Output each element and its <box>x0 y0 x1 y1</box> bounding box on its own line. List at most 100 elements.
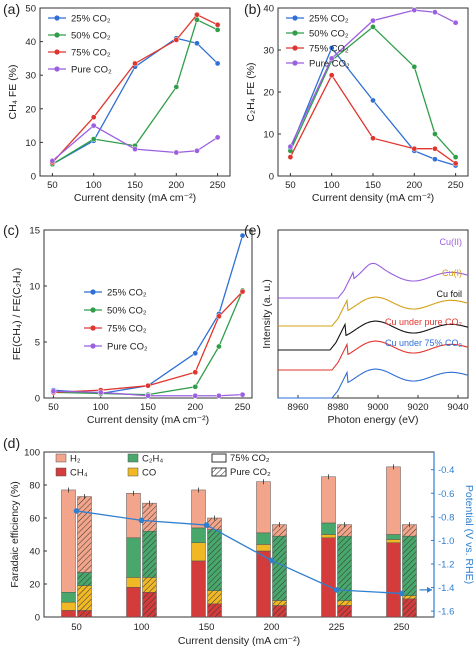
curve-label: Cu under 75% CO₂ <box>385 338 463 348</box>
x-tick-label: 225 <box>329 622 345 633</box>
bar-segment-75 <box>61 592 76 603</box>
x-tick-label: 200 <box>406 180 422 191</box>
data-point <box>216 343 222 350</box>
legend-swatch <box>127 467 139 477</box>
panel-d-faradaic-efficiency: 0 20 40 60 80 100 -0.4 -0.6 -0.8 -1.0 -1.2 -1.4 -1.6… <box>9 448 474 648</box>
data-point <box>432 9 438 16</box>
data-point <box>214 134 221 141</box>
y-tick-label: 30 <box>25 71 36 82</box>
series-line <box>52 37 219 165</box>
curve-label: Cu foil <box>436 289 462 299</box>
plot-frame <box>277 7 469 177</box>
bar-segment-75 <box>256 550 271 618</box>
y-axis-label: CH₄ FE (%) <box>7 64 19 119</box>
data-point <box>239 288 246 295</box>
data-point <box>328 55 335 62</box>
panel-label-e: (e) <box>244 222 261 238</box>
data-point <box>173 37 180 43</box>
potential-point <box>268 557 275 564</box>
y-tick-label: 50 <box>25 4 36 15</box>
y-tick-label: 0 <box>31 172 36 183</box>
bar-segment-pure <box>77 496 92 573</box>
spectrum-curve <box>278 340 469 371</box>
data-point <box>145 382 151 389</box>
data-point <box>49 158 56 164</box>
potential-point <box>73 508 80 514</box>
legend-label: 50% CO₂ <box>309 29 349 40</box>
x-tick-label: 200 <box>168 180 184 191</box>
series-line <box>289 9 456 147</box>
legend-label: Pure CO₂ <box>71 65 112 76</box>
y-tick-label: 0 <box>35 613 40 624</box>
series-line <box>52 18 218 165</box>
x-tick-label: 200 <box>264 622 280 633</box>
data-point <box>192 350 199 357</box>
bar-segment-75 <box>386 539 401 544</box>
bar-segment-pure <box>207 590 222 605</box>
data-point <box>432 145 438 152</box>
bar-segment-pure <box>402 595 417 600</box>
y2-tick-label: -1.0 <box>438 536 454 547</box>
data-point <box>239 391 246 398</box>
y2-tick-label: -1.4 <box>438 583 454 594</box>
legend-marker <box>54 15 60 21</box>
curve-label: Cu(I) <box>442 268 462 278</box>
legend-swatch <box>55 453 67 463</box>
y2-tick-label: -0.6 <box>438 489 454 500</box>
legend-swatch <box>127 453 139 463</box>
y-tick-label: 10 <box>263 130 274 141</box>
y2-tick-label: -0.8 <box>438 512 454 523</box>
x-axis-label: Current density (mA cm⁻²) <box>178 635 300 647</box>
legend-swatch <box>55 467 67 477</box>
y-axis-label: FE(CH₄) / FE(C₂H₄) <box>11 268 23 361</box>
x-tick-label: 50 <box>48 402 59 413</box>
curve-label: Cu under pure CO₂ <box>385 317 463 327</box>
data-point <box>370 135 376 142</box>
data-point <box>328 72 335 79</box>
data-point <box>132 146 138 152</box>
data-point <box>214 26 221 33</box>
legend-label: H₂ <box>70 454 81 465</box>
panel-a-ch4-fe: 50 100 150 200 250 0 10 20 30 40 50 Current density… <box>7 4 231 204</box>
data-point <box>192 383 199 390</box>
bar-segment-pure <box>272 600 287 606</box>
y-tick-label: 10 <box>25 138 36 149</box>
bar-segment-pure <box>337 605 352 618</box>
panel-label-b: (b) <box>244 1 261 17</box>
bar-segment-75 <box>61 601 76 611</box>
series-line <box>289 26 457 158</box>
series-line <box>51 13 218 163</box>
potential-point <box>203 522 210 528</box>
data-point <box>370 97 376 104</box>
legend-label: 75% CO₂ <box>309 44 349 55</box>
data-point <box>192 369 199 376</box>
potential-point <box>333 587 340 593</box>
panel-c-fe-ratio: 50 100 150 200 250 0 5 10 15 Current density (mA … <box>11 226 253 426</box>
legend-marker <box>292 30 298 36</box>
x-axis-label: Current density (mA cm⁻²) <box>74 192 196 204</box>
bar-segment-75 <box>321 537 336 618</box>
y-tick-label: 0 <box>269 172 274 183</box>
bar-segment-75 <box>321 476 336 524</box>
y-axis-label: Faradaic efficiency (%) <box>9 481 21 588</box>
data-point <box>432 131 438 137</box>
data-point <box>411 63 418 70</box>
legend-marker <box>292 15 298 21</box>
bar-segment-75 <box>191 542 206 562</box>
y-tick-label: 20 <box>263 88 274 99</box>
data-point <box>173 149 180 156</box>
bar-segment-pure <box>272 605 287 618</box>
legend-marker <box>90 343 96 349</box>
legend-label: 25% CO₂ <box>309 14 349 25</box>
bar-segment-75 <box>191 560 206 618</box>
data-point <box>411 7 418 13</box>
y-tick-label: 0 <box>35 394 40 405</box>
bar-segment-75 <box>256 544 271 552</box>
legend-label: 25% CO₂ <box>71 14 111 25</box>
data-point <box>194 40 200 47</box>
bar-segment-75 <box>386 542 401 618</box>
series-line <box>53 291 244 394</box>
data-point <box>452 160 459 167</box>
y-axis-label: Intensity (a. u.) <box>261 279 273 348</box>
